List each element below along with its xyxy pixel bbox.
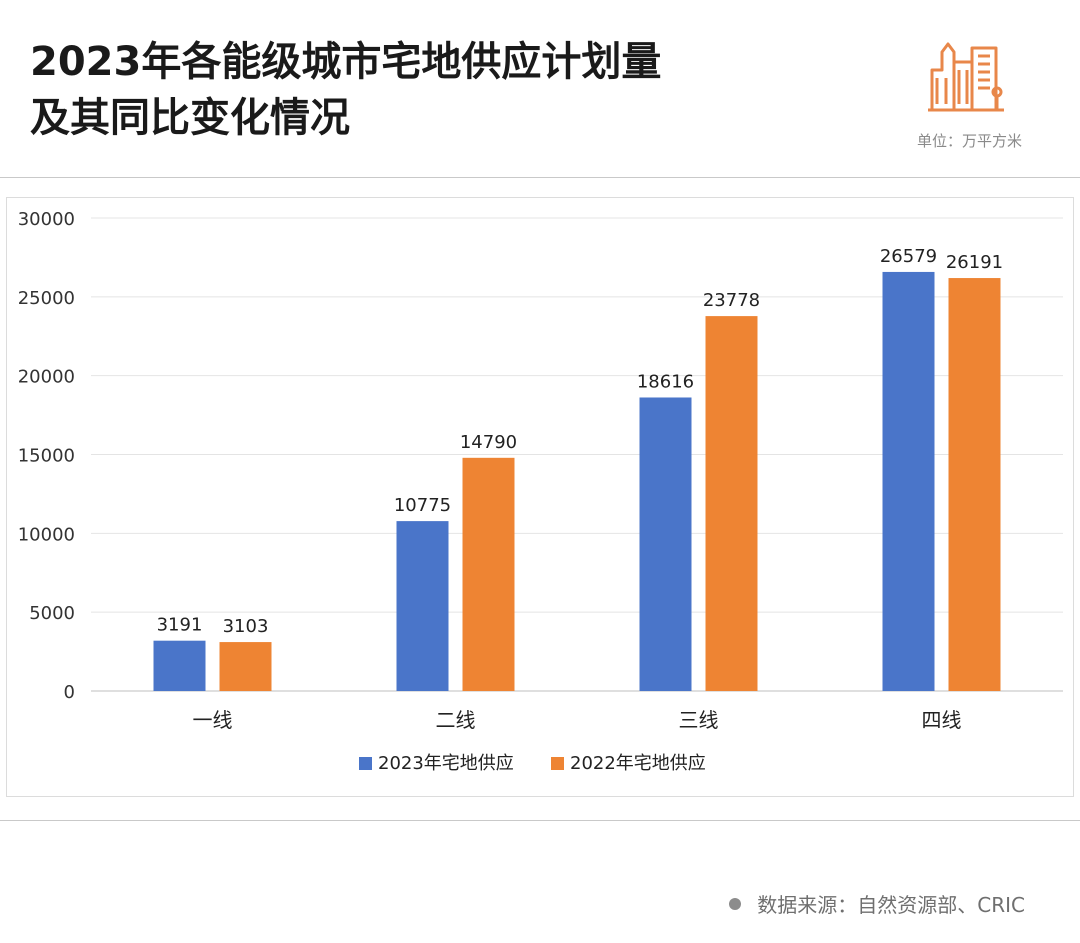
legend-label: 2022年宅地供应 (570, 753, 706, 774)
y-tick-label: 0 (64, 682, 75, 703)
data-label: 3191 (157, 615, 203, 636)
y-tick-label: 20000 (18, 367, 75, 388)
y-tick-label: 5000 (29, 603, 75, 624)
bar (705, 316, 758, 691)
x-tick-label: 二线 (436, 708, 476, 732)
data-label: 10775 (394, 495, 451, 516)
data-source: 数据来源：自然资源部、CRIC (729, 889, 1025, 918)
bar (639, 397, 692, 691)
chart-container: 0 5000 10000 15000 20000 25000 30000 3191 3103 一线… (6, 197, 1074, 797)
data-label: 23778 (703, 290, 760, 311)
page-title: 2023年各能级城市宅地供应计划量 及其同比变化情况 (30, 34, 661, 146)
bar (882, 271, 935, 691)
bar (948, 278, 1001, 691)
data-label: 3103 (223, 616, 269, 637)
x-tick-label: 四线 (922, 708, 962, 732)
title-line-2: 及其同比变化情况 (30, 95, 350, 141)
data-label: 26579 (880, 246, 937, 267)
legend-swatch (551, 757, 564, 770)
bar (462, 457, 515, 691)
data-label: 26191 (946, 252, 1003, 273)
title-line-1: 2023年各能级城市宅地供应计划量 (30, 39, 662, 85)
y-tick-label: 25000 (18, 288, 75, 309)
y-tick-label: 15000 (18, 446, 75, 467)
building-icon (928, 42, 1004, 112)
source-text: 数据来源：自然资源部、CRIC (757, 893, 1025, 917)
bar (153, 640, 206, 691)
bar (396, 521, 449, 691)
y-tick-label: 10000 (18, 524, 75, 545)
legend-label: 2023年宅地供应 (378, 753, 514, 774)
header-divider (0, 177, 1080, 178)
data-label: 18616 (637, 371, 694, 392)
data-label: 14790 (460, 432, 517, 453)
unit-label: 单位：万平方米 (916, 132, 1022, 150)
footer-divider (0, 820, 1080, 821)
x-tick-label: 一线 (193, 708, 233, 732)
y-tick-label: 30000 (18, 209, 75, 230)
bar (219, 642, 272, 691)
legend-swatch (359, 757, 372, 770)
bar-chart: 0 5000 10000 15000 20000 25000 30000 3191 3103 一线… (18, 209, 1063, 774)
x-tick-label: 三线 (679, 708, 719, 732)
bullet-icon (729, 897, 742, 910)
